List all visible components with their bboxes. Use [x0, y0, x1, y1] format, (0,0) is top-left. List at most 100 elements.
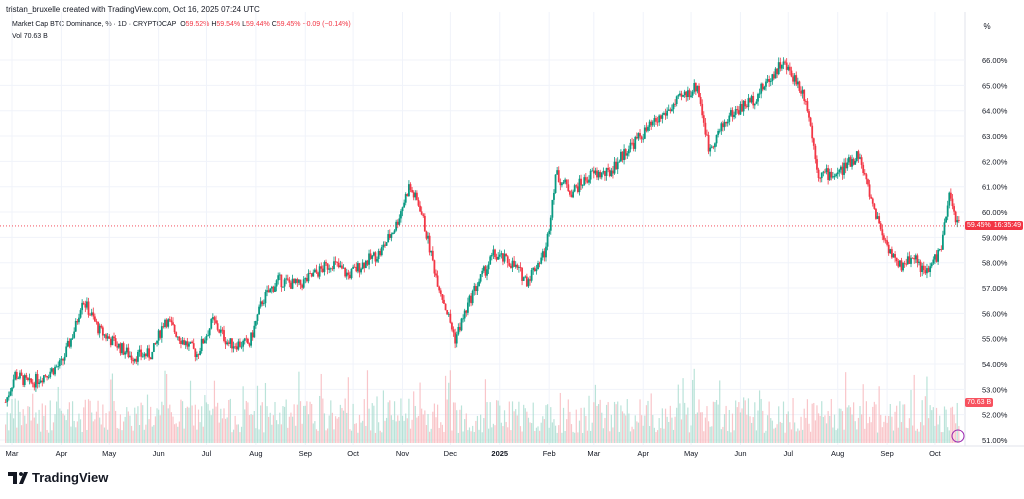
volume-bar [228, 399, 230, 443]
candle-body [417, 199, 420, 206]
candle-body [535, 269, 538, 272]
volume-bar [878, 386, 880, 443]
volume-bar [582, 432, 584, 443]
volume-bar [613, 401, 616, 443]
volume-bar [279, 412, 281, 443]
candle-body [596, 170, 598, 178]
volume-bar [747, 398, 750, 443]
y-tick-label: 56.00% [982, 309, 1008, 318]
volume-bar [298, 371, 300, 443]
candle-body [52, 368, 55, 375]
candle-body [380, 247, 383, 256]
candle-body [930, 263, 933, 267]
volume-bar [457, 432, 459, 443]
volume-bar [594, 384, 597, 443]
volume-bar [76, 421, 78, 443]
volume-bar [433, 403, 436, 443]
volume-bar [644, 415, 646, 443]
y-tick-label: 65.00% [982, 81, 1008, 90]
candle-body [666, 110, 669, 116]
candle-body [100, 325, 103, 328]
tradingview-logo[interactable]: TradingView [8, 470, 108, 485]
volume-bar [572, 431, 574, 443]
volume-bar [569, 411, 571, 443]
candle-body [242, 340, 245, 347]
volume-bar [116, 427, 118, 443]
candle-body [533, 267, 536, 272]
volume-bar [511, 401, 514, 443]
candle-body [452, 329, 455, 333]
candle-body [181, 340, 184, 345]
volume-bar [605, 404, 608, 443]
volume-bar [451, 430, 453, 443]
candle-body [881, 229, 884, 236]
candle-body [208, 328, 211, 336]
volume-bar [432, 411, 434, 443]
volume-bar [204, 395, 206, 443]
symbol-legend: Market Cap BTC Dominance, % · 1D · CRYPT… [12, 21, 351, 28]
volume-bar [658, 418, 660, 443]
volume-bar [674, 416, 676, 443]
candle-body [68, 340, 71, 347]
volume-bar [854, 421, 856, 443]
volume-bar [124, 416, 126, 443]
volume-bar [513, 411, 515, 443]
volume-bar [717, 404, 719, 443]
candle-body [678, 93, 681, 96]
candle-body [137, 352, 139, 362]
candle-body [581, 185, 584, 187]
candle-body [35, 374, 37, 388]
candle-body [948, 192, 951, 206]
volume-bar [54, 414, 56, 443]
candle-body [463, 310, 466, 319]
candle-body [262, 303, 265, 305]
volume-bar [395, 421, 397, 443]
volume-bar [588, 395, 590, 443]
volume-bar [271, 424, 273, 443]
volume-bar [825, 423, 828, 443]
volume-bar [856, 429, 858, 443]
volume-bar [937, 424, 939, 443]
candle-body [522, 277, 525, 281]
candle-body [650, 121, 653, 126]
percent-scale-button[interactable]: % [983, 22, 991, 31]
candle-body [516, 264, 519, 268]
volume-bar [73, 420, 75, 443]
candle-body [447, 313, 450, 315]
candle-body [656, 121, 659, 123]
candle-body [653, 118, 656, 122]
candle-body [87, 301, 90, 315]
candle-body [210, 318, 213, 329]
candle-body [387, 234, 390, 243]
volume-bar [60, 410, 63, 443]
volume-bar [130, 425, 133, 443]
volume-bar [676, 407, 678, 443]
symbol-name[interactable]: Market Cap BTC Dominance, % · 1D · CRYPT… [12, 21, 177, 28]
candle-body [353, 266, 356, 268]
volume-bar [36, 423, 39, 443]
candle-body [573, 185, 576, 192]
volume-bar [32, 393, 34, 443]
volume-bar [562, 407, 565, 443]
candle-body [414, 192, 417, 198]
volume-bar [497, 400, 499, 443]
y-tick-label: 64.00% [982, 107, 1008, 116]
volume-bar [948, 430, 950, 443]
volume-bar [422, 414, 424, 443]
volume-bar [896, 405, 898, 443]
candle-body [277, 275, 280, 281]
candle-body [631, 142, 633, 144]
candle-body [506, 256, 509, 263]
volume-bar [876, 432, 879, 443]
x-tick-label: Aug [831, 449, 844, 458]
volume-bar [274, 401, 276, 443]
volume-bar [221, 418, 224, 443]
candle-body [199, 351, 201, 355]
y-tick-label: 53.00% [982, 385, 1008, 394]
volume-bar [495, 400, 498, 443]
candle-body [782, 61, 785, 65]
candle-body [561, 183, 563, 186]
candle-body [497, 256, 500, 260]
candle-body [361, 262, 364, 269]
